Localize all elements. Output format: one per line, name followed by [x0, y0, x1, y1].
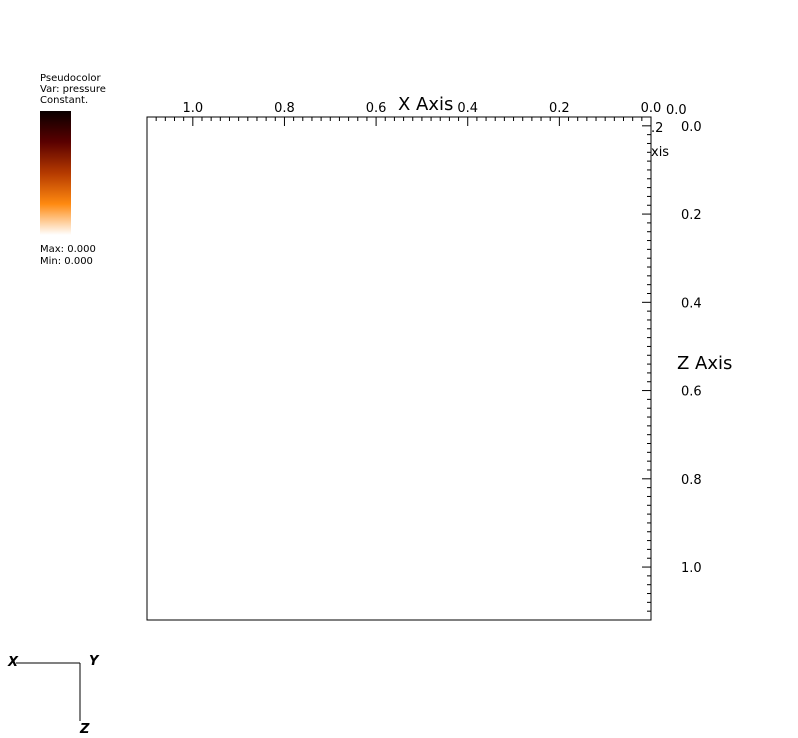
z-axis-tick-labels: 0.0 0.2 0.4 0.6 0.8 1.0: [681, 120, 702, 576]
triad-x-label: X: [7, 655, 19, 670]
plot-frame: [146, 116, 652, 621]
z-tick-label: 0.4: [681, 296, 702, 311]
x-axis-title: X Axis: [398, 94, 453, 115]
y-axis-title-fragment: xis: [651, 145, 669, 160]
x-axis-ticks: [146, 117, 652, 126]
z-tick-label: 0.8: [681, 473, 702, 488]
z-axis-ticks: [642, 125, 651, 621]
triad-y-label: Y: [89, 654, 100, 669]
color-legend: Pseudocolor Var: pressure Constant. Max:…: [40, 73, 106, 267]
z-tick-label: 0.2: [681, 208, 702, 223]
z-axis-title: Z Axis: [677, 353, 732, 374]
z-tick-label: 0.6: [681, 385, 702, 400]
x-tick-label: 0.8: [274, 101, 295, 116]
legend-status: Constant.: [40, 95, 88, 106]
x-tick-label: 0.0: [641, 101, 662, 116]
y-axis-corner-label: 0.0: [666, 103, 687, 118]
x-tick-label: 0.4: [457, 101, 478, 116]
x-tick-label: 1.0: [182, 101, 203, 116]
x-tick-label: 0.6: [366, 101, 387, 116]
x-tick-label: 0.2: [549, 101, 570, 116]
x-axis-tick-labels: 1.0 0.8 0.6 0.4 0.2 0.0: [182, 101, 661, 116]
z-tick-label: 0.0: [681, 120, 702, 135]
y-axis-tick-fragment: .2: [651, 121, 663, 136]
axes-triad: X Y Z: [7, 654, 100, 737]
legend-color-bar: [40, 111, 71, 235]
legend-variable: Var: pressure: [40, 84, 106, 95]
legend-plot-type: Pseudocolor: [40, 73, 102, 84]
triad-z-label: Z: [79, 722, 90, 737]
legend-min: Min: 0.000: [40, 256, 93, 267]
legend-max: Max: 0.000: [40, 244, 96, 255]
z-tick-label: 1.0: [681, 561, 702, 576]
